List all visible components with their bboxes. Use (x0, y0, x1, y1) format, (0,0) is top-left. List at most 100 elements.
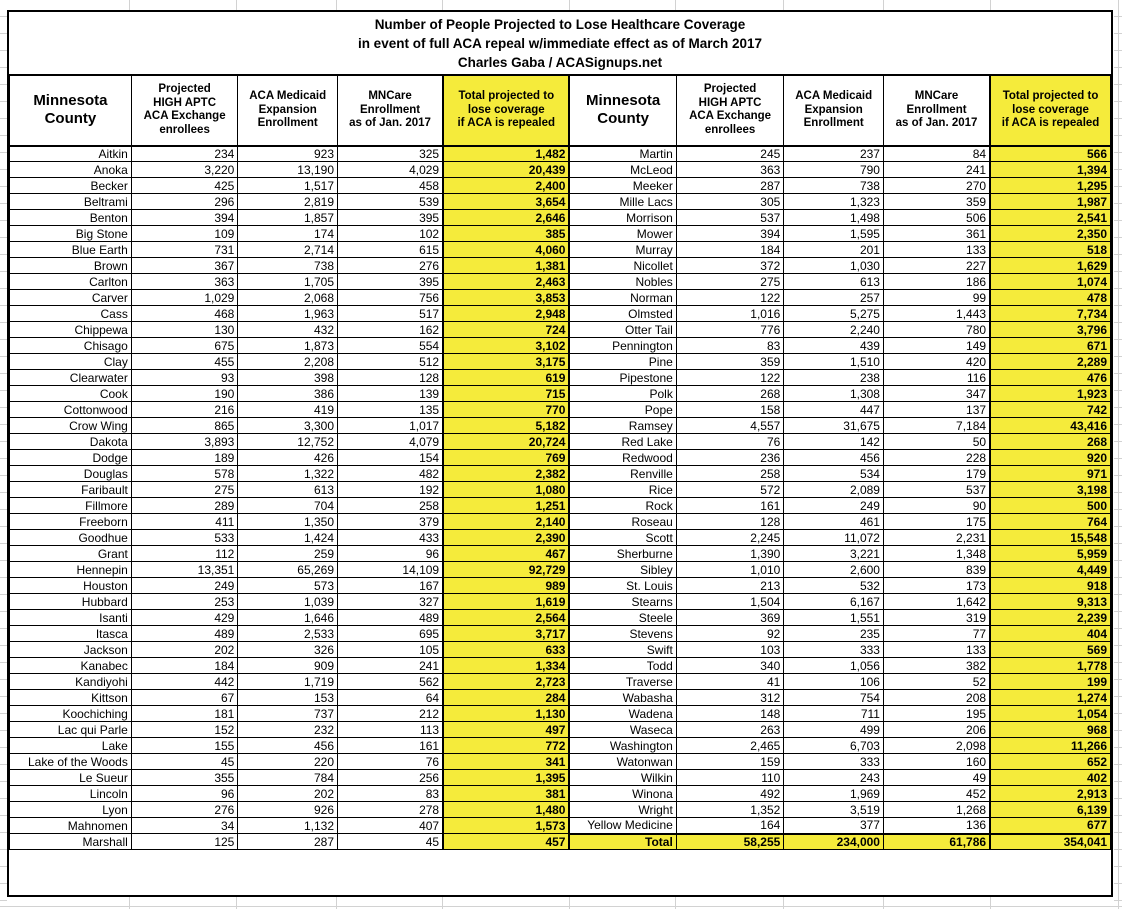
table-row: Martin 245 237 84 566 (570, 145, 1112, 162)
value-cell: 325 (337, 145, 444, 162)
row-total-cell: 4,060 (442, 241, 571, 258)
value-cell: 249 (130, 577, 239, 594)
county-cell: Grant (9, 545, 132, 562)
county-cell: Nobles (570, 273, 677, 290)
gridline (569, 897, 570, 909)
value-cell: 174 (237, 225, 338, 242)
value-cell: 367 (130, 257, 239, 274)
row-total-cell: 3,654 (442, 193, 571, 210)
table-row: Polk 268 1,308 347 1,923 (570, 385, 1112, 402)
county-cell: Goodhue (9, 529, 132, 546)
county-cell: Freeborn (9, 513, 132, 530)
table-row: Wilkin 110 243 49 402 (570, 769, 1112, 786)
table-row: Pine 359 1,510 420 2,289 (570, 353, 1112, 370)
row-total-cell: 497 (442, 721, 571, 738)
row-total-cell: 402 (989, 769, 1112, 786)
row-total-cell: 1,629 (989, 257, 1112, 274)
row-total-cell: 968 (989, 721, 1112, 738)
column-header-mncare-enrollment: MNCare Enrollment as of Jan. 2017 (882, 75, 991, 147)
county-cell: Douglas (9, 465, 132, 482)
county-cell: Aitkin (9, 145, 132, 162)
value-cell: 181 (130, 705, 239, 722)
table-row: McLeod 363 790 241 1,394 (570, 161, 1112, 178)
title-line-1: Number of People Projected to Lose Healt… (374, 16, 746, 32)
value-cell: 50 (882, 433, 991, 450)
county-table-left: Minnesota County Projected HIGH APTC ACA … (9, 75, 571, 850)
county-cell: Rock (570, 497, 677, 514)
value-cell: 613 (237, 481, 338, 498)
table-row: Meeker 287 738 270 1,295 (570, 177, 1112, 194)
value-cell: 11,072 (783, 529, 884, 546)
value-cell: 539 (337, 193, 444, 210)
total-cell: Total (570, 832, 677, 850)
value-cell: 1,646 (237, 609, 338, 626)
value-cell: 13,351 (130, 561, 239, 578)
value-cell: 14,109 (337, 561, 444, 578)
county-cell: Hubbard (9, 593, 132, 610)
gridline (783, 0, 784, 10)
county-cell: Jackson (9, 641, 132, 658)
value-cell: 287 (675, 177, 785, 194)
row-total-cell: 2,646 (442, 209, 571, 226)
value-cell: 212 (337, 705, 444, 722)
row-total-cell: 199 (989, 673, 1112, 690)
table-row: Yellow Medicine 164 377 136 677 (570, 817, 1112, 834)
row-total-cell: 918 (989, 577, 1112, 594)
row-total-cell: 3,198 (989, 481, 1112, 498)
county-cell: Cottonwood (9, 401, 132, 418)
row-total-cell: 500 (989, 497, 1112, 514)
value-cell: 257 (783, 289, 884, 306)
value-cell: 4,079 (337, 433, 444, 450)
value-cell: 1,510 (783, 353, 884, 370)
value-cell: 425 (130, 177, 239, 194)
value-cell: 1,030 (783, 257, 884, 274)
value-cell: 190 (130, 385, 239, 402)
table-row: Hubbard 253 1,039 327 1,619 (9, 593, 571, 610)
value-cell: 2,600 (783, 561, 884, 578)
table-row: Ramsey 4,557 31,675 7,184 43,416 (570, 417, 1112, 434)
county-cell: Houston (9, 577, 132, 594)
value-cell: 128 (337, 369, 444, 386)
value-cell: 532 (783, 577, 884, 594)
value-cell: 1,350 (237, 513, 338, 530)
county-cell: Pine (570, 353, 677, 370)
value-cell: 234 (130, 145, 239, 162)
row-total-cell: 633 (442, 641, 571, 658)
county-cell: Scott (570, 529, 677, 546)
table-row: Mille Lacs 305 1,323 359 1,987 (570, 193, 1112, 210)
county-cell: Kanabec (9, 657, 132, 674)
column-header-mncare-enrollment: MNCare Enrollment as of Jan. 2017 (337, 75, 444, 147)
value-cell: 206 (882, 721, 991, 738)
gridline (0, 906, 1122, 907)
row-total-cell: 742 (989, 401, 1112, 418)
table-row: Mower 394 1,595 361 2,350 (570, 225, 1112, 242)
value-cell: 99 (882, 289, 991, 306)
table-row: Scott 2,245 11,072 2,231 15,548 (570, 529, 1112, 546)
county-cell: Crow Wing (9, 417, 132, 434)
row-total-cell: 11,266 (989, 737, 1112, 754)
county-cell: Anoka (9, 161, 132, 178)
value-cell: 64 (337, 689, 444, 706)
value-cell: 195 (882, 705, 991, 722)
county-cell: Cass (9, 305, 132, 322)
county-cell: Polk (570, 385, 677, 402)
row-total-cell: 2,400 (442, 177, 571, 194)
value-cell: 926 (237, 801, 338, 818)
row-total-cell: 20,439 (442, 161, 571, 178)
table-row: Waseca 263 499 206 968 (570, 721, 1112, 738)
table-row: Cass 468 1,963 517 2,948 (9, 305, 571, 322)
value-cell: 1,642 (882, 593, 991, 610)
row-total-cell: 1,130 (442, 705, 571, 722)
value-cell: 7,184 (882, 417, 991, 434)
value-cell: 236 (675, 449, 785, 466)
value-cell: 386 (237, 385, 338, 402)
table-row: Swift 103 333 133 569 (570, 641, 1112, 658)
value-cell: 468 (130, 305, 239, 322)
value-cell: 369 (675, 609, 785, 626)
row-total-cell: 1,480 (442, 801, 571, 818)
value-cell: 113 (337, 721, 444, 738)
gridline (129, 0, 130, 10)
row-total-cell: 7,734 (989, 305, 1112, 322)
county-cell: Mower (570, 225, 677, 242)
table-row: Sherburne 1,390 3,221 1,348 5,959 (570, 545, 1112, 562)
